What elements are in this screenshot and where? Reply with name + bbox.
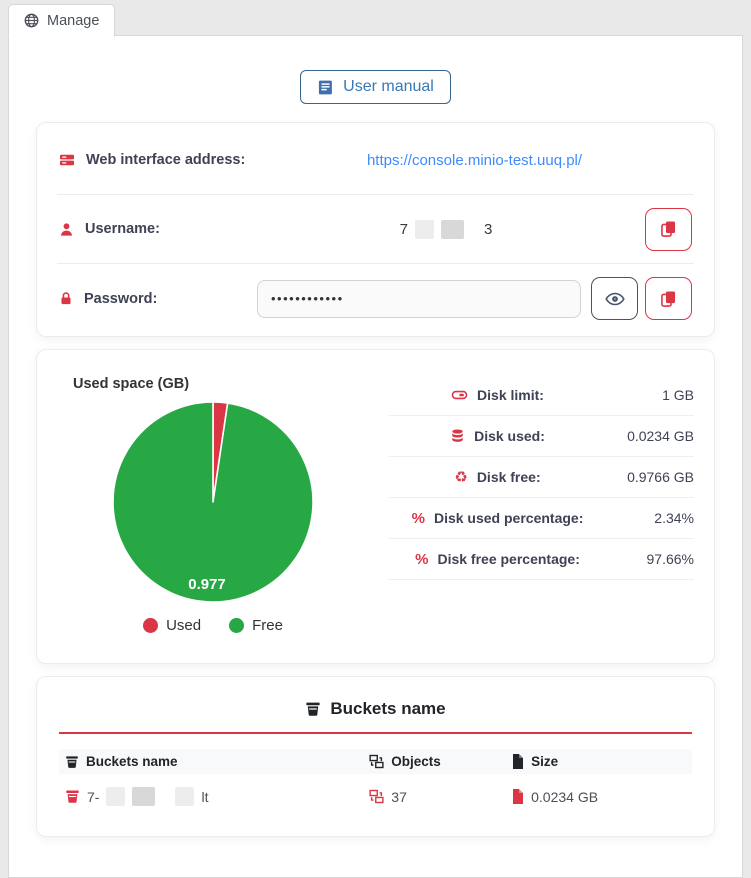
copy-icon — [661, 290, 676, 307]
bucket-icon — [66, 790, 79, 803]
server-icon — [60, 154, 74, 166]
user-manual-button[interactable]: User manual — [300, 70, 451, 104]
recycle-icon: ♻ — [454, 467, 468, 486]
copy-username-button[interactable] — [645, 207, 692, 251]
legend-label-free: Free — [252, 617, 283, 634]
file-icon — [513, 754, 524, 769]
bucket-table-row[interactable]: 7- lt 37 0.0234 GB — [59, 774, 692, 812]
disk-free-row: ♻ Disk free: 0.9766 GB — [389, 457, 694, 498]
file-icon — [513, 789, 524, 804]
used-space-pie: 0.977 — [112, 401, 314, 603]
web-address-row: Web interface address: https://console.m… — [57, 126, 694, 195]
legend-item-used[interactable]: Used — [143, 617, 201, 634]
objects-icon — [369, 754, 384, 769]
percent-icon: % — [415, 550, 429, 568]
disk-used-percentage-value: 2.34% — [654, 510, 694, 526]
redacted-text — [106, 787, 126, 806]
bucket-objects-cell: 37 — [369, 787, 512, 806]
chart-title: Used space (GB) — [73, 376, 190, 392]
globe-icon — [24, 13, 39, 28]
main-panel: User manual Web interface address: https… — [8, 35, 743, 878]
disk-limit-row: Disk limit: 1 GB — [389, 375, 694, 416]
buckets-table-header: Buckets name Objects Size — [59, 749, 692, 774]
show-password-button[interactable] — [591, 277, 638, 320]
bucket-icon — [306, 702, 320, 716]
redacted-text — [441, 219, 464, 239]
bucket-name-cell: 7- lt — [65, 787, 369, 806]
tab-manage[interactable]: Manage — [8, 4, 116, 37]
red-divider — [59, 732, 692, 734]
percent-icon: % — [411, 509, 425, 527]
disk-free-percentage-row: % Disk free percentage: 97.66% — [389, 539, 694, 580]
tab-manage-label: Manage — [47, 12, 100, 29]
disk-free-percentage-value: 97.66% — [646, 551, 694, 567]
buckets-card: Buckets name Buckets name Objects — [36, 676, 715, 837]
column-buckets-name: Buckets name — [65, 754, 369, 769]
legend-label-used: Used — [166, 617, 202, 634]
tab-bar: Manage — [0, 0, 751, 37]
password-field[interactable] — [257, 279, 581, 318]
disk-free-value: 0.9766 GB — [627, 469, 694, 485]
legend-dot-free — [229, 618, 245, 633]
copy-password-button[interactable] — [645, 277, 692, 320]
credentials-card: Web interface address: https://console.m… — [36, 122, 715, 337]
buckets-card-title: Buckets name — [59, 699, 692, 719]
disk-used-value: 0.0234 GB — [627, 428, 694, 444]
legend-item-free[interactable]: Free — [229, 617, 283, 634]
book-icon — [319, 80, 333, 94]
bucket-size-cell: 0.0234 GB — [512, 787, 686, 806]
disk-used-row: Disk used: 0.0234 GB — [389, 416, 694, 457]
redacted-text — [415, 219, 434, 239]
objects-icon — [369, 789, 384, 804]
used-space-chart: Used space (GB) 0.977 Used Free — [37, 372, 389, 643]
disk-stats-table: Disk limit: 1 GB Disk used: 0.0234 GB ♻ — [389, 372, 694, 643]
disk-limit-value: 1 GB — [662, 387, 694, 403]
username-label: Username: — [85, 221, 160, 237]
web-address-label: Web interface address: — [86, 152, 246, 168]
user-icon — [61, 222, 72, 236]
database-icon — [452, 429, 463, 442]
legend-dot-used — [143, 618, 159, 633]
pie-slice-free[interactable] — [112, 401, 314, 603]
user-manual-label: User manual — [343, 78, 434, 95]
disk-usage-card: Used space (GB) 0.977 Used Free — [36, 349, 715, 664]
redacted-text — [175, 787, 195, 806]
column-size: Size — [512, 754, 686, 769]
pie-data-label: 0.977 — [188, 576, 226, 593]
password-row: Password: — [57, 264, 694, 333]
redacted-text — [132, 787, 156, 806]
disk-used-percentage-row: % Disk used percentage: 2.34% — [389, 498, 694, 539]
password-label: Password: — [84, 290, 158, 307]
eye-icon — [604, 292, 625, 305]
console-link[interactable]: https://console.minio-test.uuq.pl/ — [366, 151, 583, 169]
hdd-icon — [451, 390, 468, 400]
lock-icon — [61, 292, 71, 305]
copy-icon — [661, 221, 676, 237]
column-objects: Objects — [369, 754, 512, 769]
chart-legend: Used Free — [37, 617, 389, 634]
bucket-icon — [66, 755, 78, 768]
